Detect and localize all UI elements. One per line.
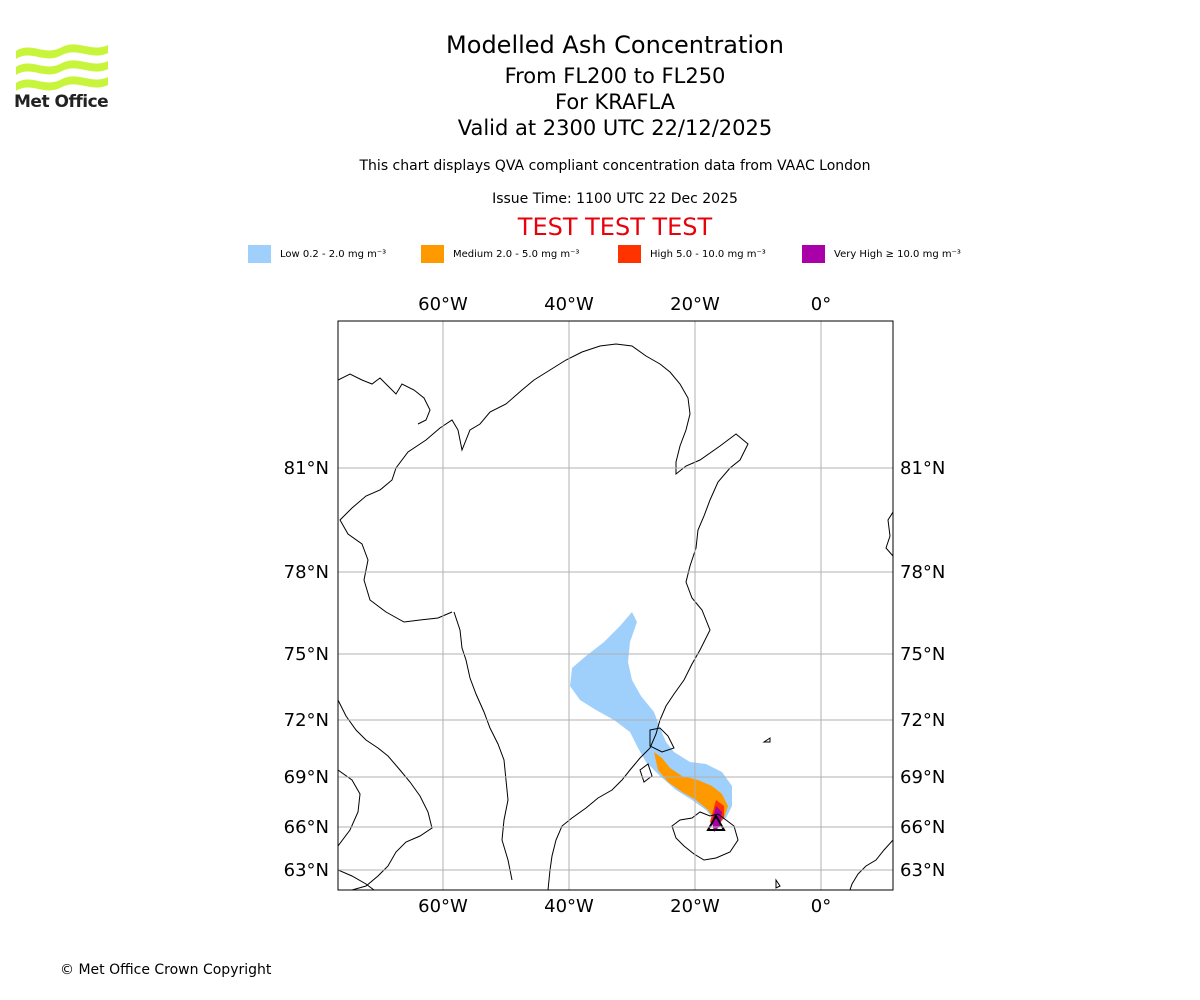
- description: This chart displays QVA compliant concen…: [359, 158, 871, 174]
- issue-time: Issue Time: 1100 UTC 22 Dec 2025: [492, 191, 738, 207]
- legend-label-very-high: Very High ≥ 10.0 mg m⁻³: [834, 248, 961, 260]
- gridlines: [338, 321, 893, 890]
- valid-time: Valid at 2300 UTC 22/12/2025: [457, 116, 773, 140]
- lon-label-top: 20°W: [670, 294, 720, 315]
- ash-area-medium: [654, 752, 728, 822]
- lat-label-left: 72°N: [284, 710, 329, 731]
- lon-label-bottom: 40°W: [544, 896, 594, 917]
- lat-label-right: 69°N: [900, 767, 945, 788]
- legend-swatch-low: [248, 245, 271, 263]
- coastlines: [338, 343, 893, 890]
- lon-label-top: 40°W: [544, 294, 594, 315]
- copyright: © Met Office Crown Copyright: [60, 962, 272, 978]
- lat-label-left: 66°N: [284, 817, 329, 838]
- lat-label-right: 63°N: [900, 860, 945, 881]
- legend-swatch-medium: [421, 245, 444, 263]
- legend-label-low: Low 0.2 - 2.0 mg m⁻³: [280, 248, 387, 260]
- volcano-marker: [706, 813, 726, 831]
- lat-label-right: 75°N: [900, 644, 945, 665]
- lon-label-bottom: 60°W: [418, 896, 468, 917]
- legend-label-high: High 5.0 - 10.0 mg m⁻³: [650, 248, 766, 260]
- lat-label-right: 81°N: [900, 458, 945, 479]
- legend-label-medium: Medium 2.0 - 5.0 mg m⁻³: [453, 248, 580, 260]
- legend-swatch-high: [618, 245, 641, 263]
- lat-label-right: 66°N: [900, 817, 945, 838]
- logo-text: Met Office: [14, 92, 109, 112]
- met-office-logo: [16, 44, 108, 91]
- legend-item-medium: Medium 2.0 - 5.0 mg m⁻³: [421, 244, 579, 264]
- lat-label-left: 75°N: [284, 644, 329, 665]
- ash-area-low: [570, 612, 732, 822]
- lat-label-left: 81°N: [284, 458, 329, 479]
- legend-item-high: High 5.0 - 10.0 mg m⁻³: [618, 244, 766, 264]
- lat-label-right: 78°N: [900, 562, 945, 583]
- lon-label-bottom: 20°W: [670, 896, 720, 917]
- legend-swatch-very-high: [802, 245, 825, 263]
- chart-title: Modelled Ash Concentration: [446, 31, 784, 59]
- lon-label-bottom: 0°: [811, 896, 831, 917]
- flight-levels: From FL200 to FL250: [504, 64, 726, 88]
- volcano-name: For KRAFLA: [555, 90, 675, 114]
- lat-label-left: 63°N: [284, 860, 329, 881]
- map-frame: [337, 320, 894, 891]
- lon-label-top: 0°: [811, 294, 831, 315]
- lon-label-top: 60°W: [418, 294, 468, 315]
- test-banner: TEST TEST TEST: [517, 213, 713, 241]
- legend-item-low: Low 0.2 - 2.0 mg m⁻³: [248, 244, 386, 264]
- legend-item-very-high: Very High ≥ 10.0 mg m⁻³: [802, 244, 961, 264]
- lat-label-left: 78°N: [284, 562, 329, 583]
- lat-label-right: 72°N: [900, 710, 945, 731]
- lat-label-left: 69°N: [284, 767, 329, 788]
